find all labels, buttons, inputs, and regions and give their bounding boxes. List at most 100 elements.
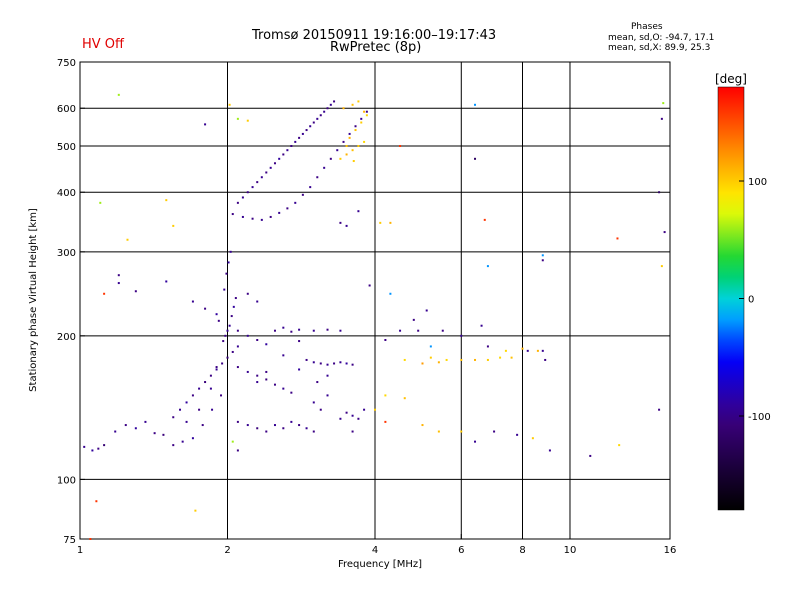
data-point: [162, 433, 165, 436]
data-point: [231, 440, 234, 443]
data-point: [220, 394, 223, 397]
data-point: [294, 140, 297, 143]
data-point: [323, 110, 326, 113]
data-point: [305, 129, 308, 132]
data-point: [298, 328, 301, 331]
data-point: [486, 265, 489, 268]
phases-heading: Phases: [631, 22, 663, 32]
data-point: [510, 356, 513, 359]
data-point: [412, 318, 415, 321]
data-point: [658, 191, 661, 194]
data-point: [316, 117, 319, 120]
data-point: [83, 445, 86, 448]
data-point: [486, 345, 489, 348]
data-point: [124, 424, 127, 427]
data-point: [246, 334, 249, 337]
x-tick-label: 6: [458, 545, 464, 556]
data-point: [437, 430, 440, 433]
data-point: [480, 324, 483, 327]
data-point: [215, 368, 218, 371]
phase-colorbar: [deg] 100 0 -100: [715, 72, 771, 511]
y-tick-label: 400: [57, 188, 76, 199]
data-point: [421, 362, 424, 365]
data-point: [165, 280, 168, 283]
data-point: [191, 394, 194, 397]
data-point: [339, 157, 342, 160]
data-point: [504, 349, 507, 352]
data-point: [474, 440, 477, 443]
data-point: [312, 329, 315, 332]
data-point: [117, 282, 120, 285]
data-point: [305, 358, 308, 361]
data-point: [260, 218, 263, 221]
data-point: [215, 313, 218, 316]
data-point: [399, 144, 402, 147]
data-point: [221, 362, 224, 365]
data-point: [201, 424, 204, 427]
data-point: [312, 361, 315, 364]
axes: 1 2 4 6 8 10 16 75 100 200 300 400 500 600 750: [57, 58, 676, 556]
data-point: [114, 430, 117, 433]
data-point: [301, 132, 304, 135]
data-point: [225, 272, 228, 275]
data-point: [357, 210, 360, 213]
grid: [80, 62, 670, 539]
data-point: [312, 121, 315, 124]
data-point: [236, 420, 239, 423]
data-point: [374, 408, 376, 411]
data-point: [228, 103, 231, 106]
data-point: [333, 362, 336, 365]
data-point: [278, 157, 281, 160]
data-point: [230, 315, 233, 318]
data-point: [521, 347, 524, 350]
data-point: [204, 123, 207, 126]
data-point: [589, 454, 592, 457]
data-point: [339, 329, 342, 332]
data-point: [273, 424, 276, 427]
data-point: [342, 107, 345, 110]
data-point: [231, 350, 234, 353]
data-point: [499, 356, 502, 359]
data-point: [384, 420, 387, 423]
data-point: [273, 329, 276, 332]
data-point: [354, 129, 357, 132]
data-point: [365, 114, 368, 117]
data-point: [368, 284, 371, 287]
data-point: [290, 144, 293, 147]
data-point: [363, 408, 366, 411]
chart-subtitle: RwPretec (8p): [330, 40, 422, 55]
hv-status: HV Off: [82, 37, 124, 52]
data-point: [351, 414, 354, 417]
data-point: [246, 119, 249, 122]
data-point: [342, 140, 345, 143]
data-point: [326, 328, 329, 331]
data-point: [103, 444, 106, 447]
data-point: [251, 217, 254, 220]
data-point: [339, 221, 342, 224]
data-point: [251, 186, 254, 189]
data-point: [348, 132, 351, 135]
x-tick-label: 10: [564, 545, 577, 556]
data-point: [348, 136, 351, 139]
phase-stats-o: mean, sd,O: -94.7, 17.1: [608, 33, 715, 43]
y-tick-label: 750: [57, 58, 76, 69]
data-point: [226, 356, 229, 359]
data-point: [226, 329, 229, 332]
data-point: [417, 329, 420, 332]
data-point: [345, 153, 348, 156]
data-point: [265, 343, 268, 346]
data-point: [165, 199, 168, 202]
data-point: [198, 387, 201, 390]
data-point: [437, 361, 440, 364]
data-point: [460, 358, 463, 361]
data-point: [153, 432, 156, 435]
data-point: [662, 102, 665, 105]
data-point: [351, 430, 354, 433]
chart-title: Tromsø 20150911 19:16:00–19:17:43: [252, 28, 497, 43]
data-point: [351, 363, 354, 366]
data-point: [326, 107, 329, 110]
data-point: [316, 381, 319, 384]
data-point: [215, 366, 218, 369]
data-point: [345, 224, 348, 227]
data-point: [384, 338, 387, 341]
